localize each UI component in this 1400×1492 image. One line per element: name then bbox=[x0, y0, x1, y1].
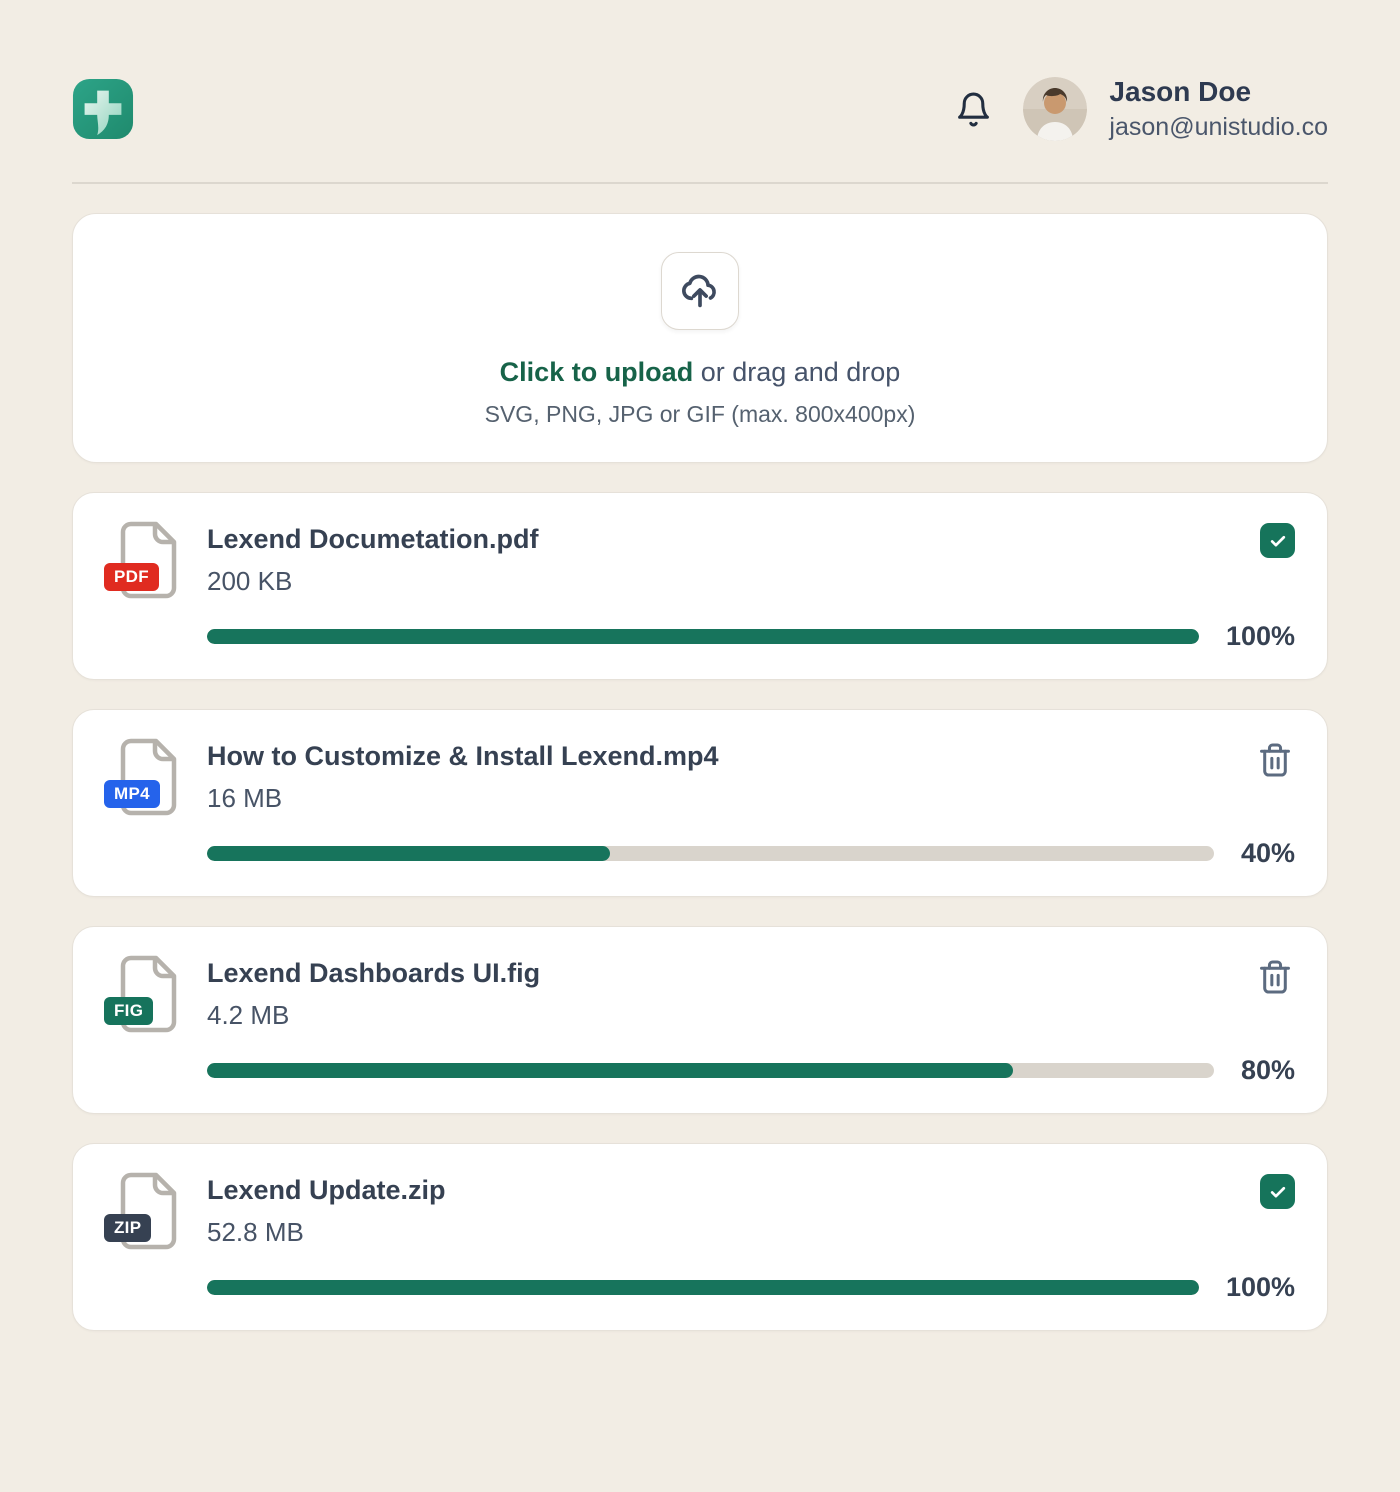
app-logo-icon[interactable] bbox=[72, 78, 134, 140]
file-selected-checkbox[interactable] bbox=[1260, 523, 1295, 558]
page: Jason Doe jason@unistudio.co Click to up… bbox=[0, 76, 1400, 1331]
progress-fill bbox=[207, 629, 1199, 644]
progress-fill bbox=[207, 1063, 1013, 1078]
trash-icon bbox=[1260, 743, 1290, 777]
progress-percent: 100% bbox=[1225, 621, 1295, 651]
click-to-upload-link[interactable]: Click to upload bbox=[499, 357, 694, 387]
avatar bbox=[1023, 77, 1088, 141]
check-icon bbox=[1270, 535, 1285, 546]
file-type-badge: FIG bbox=[104, 996, 154, 1025]
file-card-pdf: PDF Lexend Documetation.pdf 200 KB 100% bbox=[72, 492, 1328, 680]
user-email: jason@unistudio.co bbox=[1109, 112, 1328, 141]
progress-track bbox=[207, 846, 1214, 861]
upload-icon-button[interactable] bbox=[661, 252, 739, 330]
file-size: 200 KB bbox=[207, 565, 293, 596]
progress-track bbox=[207, 1063, 1214, 1078]
file-type-badge: MP4 bbox=[104, 779, 160, 808]
user-chip[interactable]: Jason Doe jason@unistudio.co bbox=[1023, 76, 1328, 141]
file-size: 16 MB bbox=[207, 782, 283, 813]
file-card-fig: FIG Lexend Dashboards UI.fig 4.2 MB bbox=[72, 926, 1328, 1114]
file-size: 4.2 MB bbox=[207, 999, 290, 1030]
file-name: How to Customize & Install Lexend.mp4 bbox=[207, 741, 719, 771]
header: Jason Doe jason@unistudio.co bbox=[72, 76, 1328, 142]
file-card-zip: ZIP Lexend Update.zip 52.8 MB 100% bbox=[72, 1143, 1328, 1331]
file-card-mp4: MP4 How to Customize & Install Lexend.mp… bbox=[72, 709, 1328, 897]
progress-row: 40% bbox=[207, 838, 1295, 869]
file-name: Lexend Dashboards UI.fig bbox=[207, 958, 541, 988]
file-type-badge: PDF bbox=[104, 562, 159, 591]
header-right: Jason Doe jason@unistudio.co bbox=[953, 76, 1328, 141]
progress-percent: 80% bbox=[1240, 1055, 1295, 1085]
file-size: 52.8 MB bbox=[207, 1216, 304, 1247]
header-divider bbox=[72, 182, 1328, 184]
bell-icon bbox=[958, 92, 989, 126]
file-icon-mp4: MP4 bbox=[104, 738, 177, 816]
notifications-button[interactable] bbox=[953, 89, 993, 129]
file-icon-zip: ZIP bbox=[104, 1172, 177, 1250]
progress-fill bbox=[207, 846, 610, 861]
file-info: Lexend Dashboards UI.fig 4.2 MB bbox=[207, 955, 1255, 1031]
trash-icon bbox=[1260, 960, 1290, 994]
progress-row: 80% bbox=[207, 1055, 1295, 1086]
progress-row: 100% bbox=[207, 621, 1295, 652]
upload-dropzone[interactable]: Click to upload or drag and drop SVG, PN… bbox=[72, 213, 1328, 463]
file-name: Lexend Update.zip bbox=[207, 1175, 446, 1205]
cloud-upload-icon bbox=[682, 274, 716, 308]
delete-file-button[interactable] bbox=[1255, 740, 1295, 780]
file-type-badge: ZIP bbox=[104, 1213, 152, 1242]
progress-track bbox=[207, 629, 1199, 644]
file-icon-pdf: PDF bbox=[104, 521, 177, 599]
dropzone-hint: SVG, PNG, JPG or GIF (max. 800x400px) bbox=[484, 401, 916, 428]
progress-track bbox=[207, 1280, 1199, 1295]
progress-percent: 40% bbox=[1240, 838, 1295, 868]
file-info: Lexend Documetation.pdf 200 KB bbox=[207, 521, 1260, 597]
user-name: Jason Doe bbox=[1109, 76, 1252, 108]
file-info: Lexend Update.zip 52.8 MB bbox=[207, 1172, 1260, 1248]
progress-percent: 100% bbox=[1225, 1272, 1295, 1302]
progress-row: 100% bbox=[207, 1272, 1295, 1303]
check-icon bbox=[1270, 1186, 1285, 1197]
progress-fill bbox=[207, 1280, 1199, 1295]
user-info: Jason Doe jason@unistudio.co bbox=[1109, 76, 1328, 141]
dropzone-headline: Click to upload or drag and drop bbox=[500, 356, 901, 388]
drag-drop-text: or drag and drop bbox=[693, 357, 901, 387]
file-info: How to Customize & Install Lexend.mp4 16… bbox=[207, 738, 1255, 814]
file-name: Lexend Documetation.pdf bbox=[207, 524, 539, 554]
file-selected-checkbox[interactable] bbox=[1260, 1174, 1295, 1209]
delete-file-button[interactable] bbox=[1255, 957, 1295, 997]
file-icon-fig: FIG bbox=[104, 955, 177, 1033]
